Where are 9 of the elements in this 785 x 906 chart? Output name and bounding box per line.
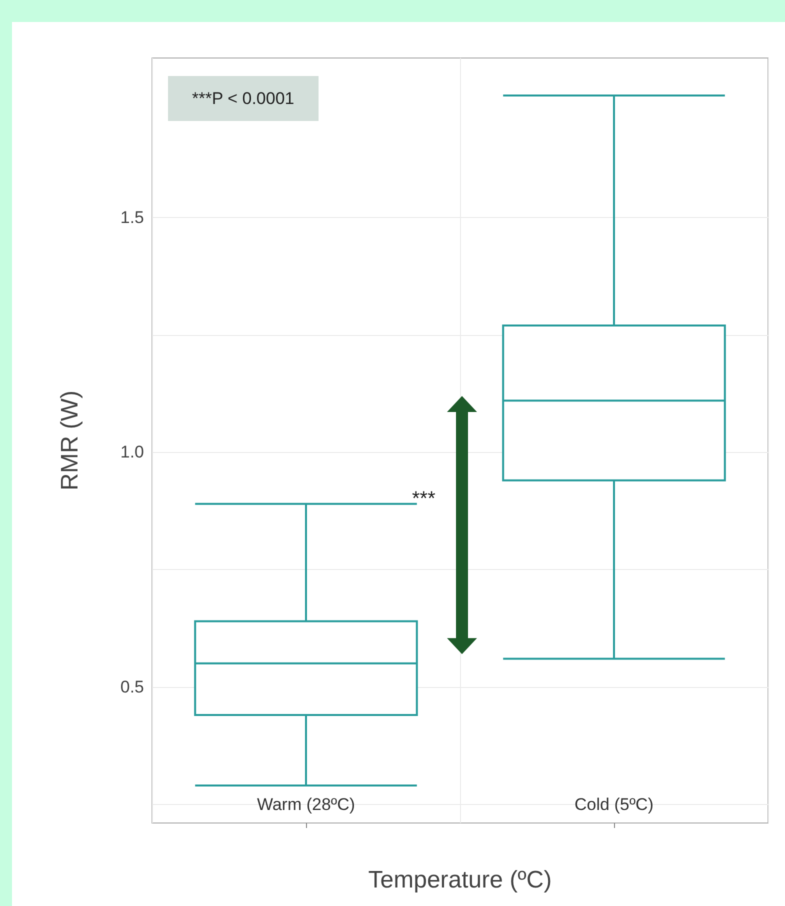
y-tick-label: 1.0 (120, 442, 144, 462)
annotation: *** (412, 488, 436, 510)
annotation: ***P < 0.0001 (192, 89, 294, 108)
x-axis-title: Temperature (ºC) (368, 866, 552, 894)
y-tick-label: 1.5 (120, 208, 144, 228)
x-tick-label: Warm (28ºC) (256, 795, 356, 814)
y-tick-label: 0.5 (120, 677, 144, 696)
x-tick-label: Cold (5ºC) (574, 795, 654, 814)
y-axis-title: RMR (W) (56, 390, 84, 490)
